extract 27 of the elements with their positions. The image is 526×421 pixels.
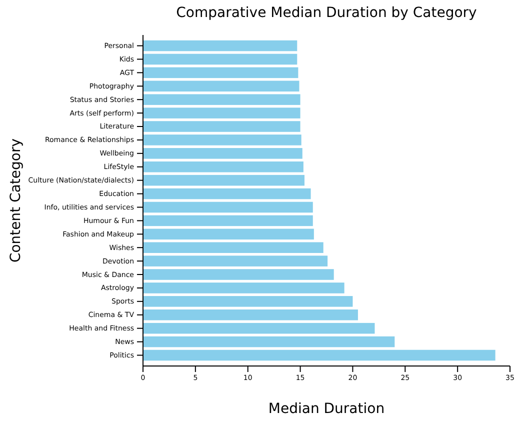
bar bbox=[143, 228, 314, 240]
bar bbox=[143, 350, 496, 361]
bar bbox=[143, 67, 298, 78]
bar bbox=[143, 269, 334, 280]
bar bbox=[143, 134, 302, 146]
bar bbox=[143, 309, 358, 320]
bar bbox=[143, 215, 313, 226]
bar bbox=[143, 202, 313, 213]
bar bbox=[143, 296, 353, 307]
bar bbox=[143, 80, 300, 92]
bar bbox=[143, 40, 298, 52]
bar bbox=[143, 94, 300, 105]
y-axis-title: Content Category bbox=[8, 138, 24, 263]
bar bbox=[143, 282, 344, 294]
bar bbox=[143, 148, 302, 159]
bar bbox=[143, 256, 328, 266]
bar bbox=[143, 188, 311, 200]
bar bbox=[143, 242, 324, 253]
bar bbox=[143, 161, 304, 172]
bar bbox=[143, 108, 300, 118]
bar bbox=[143, 174, 304, 186]
bar bbox=[143, 54, 298, 65]
chart-title: Comparative Median Duration by Category bbox=[176, 5, 477, 21]
bar bbox=[143, 121, 300, 132]
bar bbox=[143, 322, 375, 334]
x-axis-title: Median Duration bbox=[268, 401, 385, 417]
bar bbox=[143, 336, 395, 348]
